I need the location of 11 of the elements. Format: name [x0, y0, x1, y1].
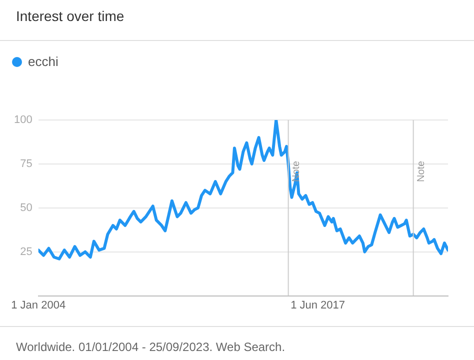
- x-tick-label: 1 Jan 2004: [11, 299, 66, 312]
- y-tick-label: 25: [20, 246, 32, 258]
- y-tick-label: 75: [20, 158, 32, 170]
- y-tick-label: 50: [20, 202, 32, 214]
- ref-line-label: Note: [291, 160, 302, 182]
- chart-title: Interest over time: [16, 8, 124, 24]
- ref-line-label: Note: [416, 160, 428, 182]
- legend-label: ecchi: [28, 54, 58, 69]
- y-tick-label: 100: [14, 114, 32, 126]
- x-tick-label: 1 Jun 2017: [290, 299, 346, 312]
- text: Worldwide. 01/01/2004 - 25/09/2023. Web Search.: [16, 340, 286, 354]
